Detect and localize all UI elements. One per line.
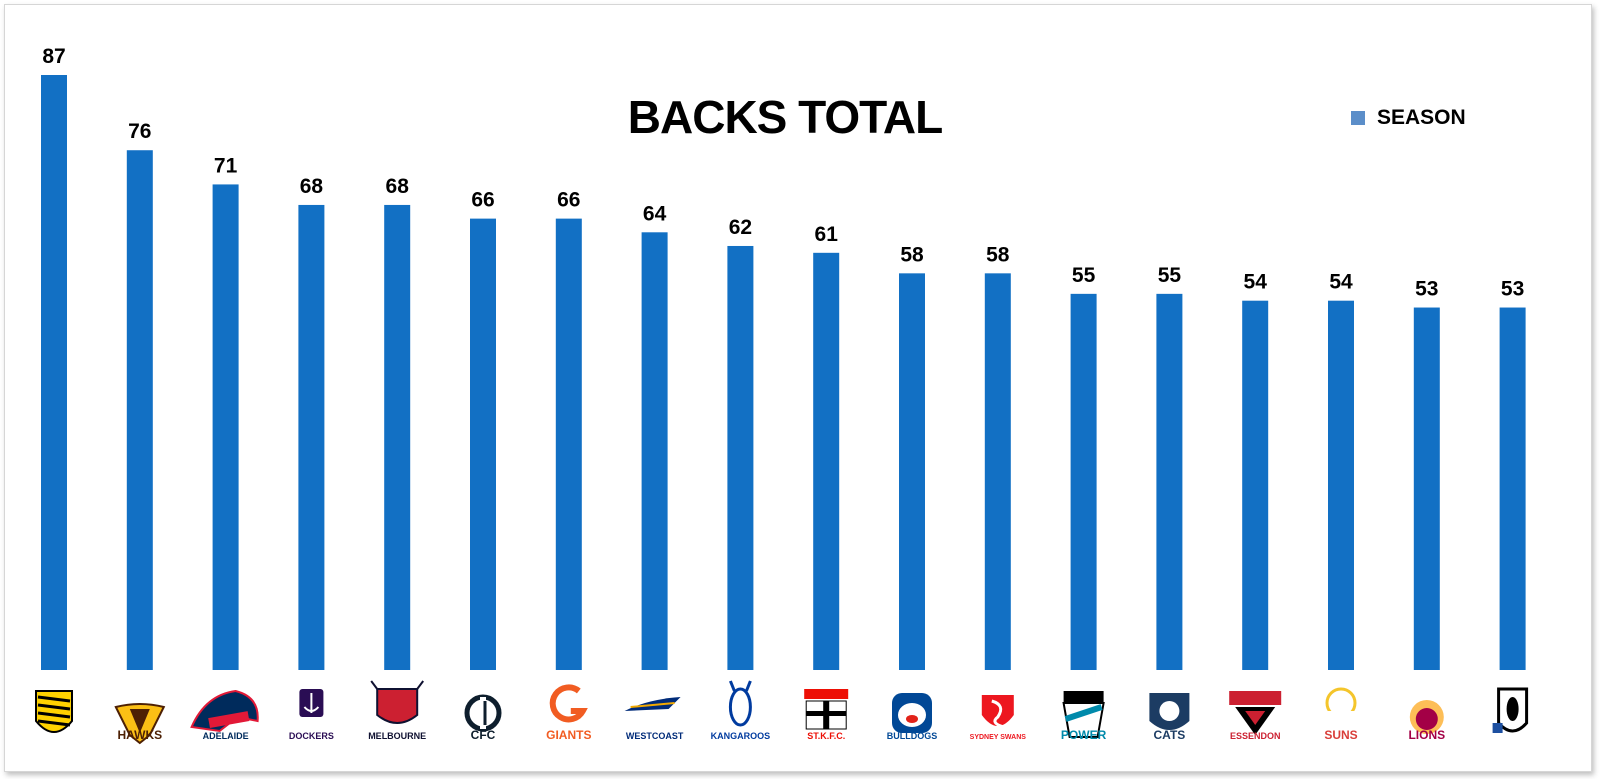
anchor-logo: DOCKERS bbox=[289, 689, 334, 741]
logo-text-adelaide: ADELAIDE bbox=[203, 731, 249, 741]
logo-text-west-coast: WESTCOAST bbox=[626, 731, 684, 741]
bar-chart: 87 76 71 68 68 66 66 64 62 61 58 58 55 55 54 54 53 53 HAW… bbox=[35, 45, 1529, 745]
bar-gold-coast bbox=[1328, 300, 1354, 670]
cross-logo: ST.K.F.C. bbox=[804, 689, 849, 741]
bar-west-coast bbox=[641, 232, 668, 671]
value-label-st-kilda: 61 bbox=[815, 223, 839, 246]
chart-title: BACKS TOTAL bbox=[628, 91, 942, 143]
bar-carlton bbox=[470, 218, 496, 670]
value-label-adelaide: 71 bbox=[214, 154, 238, 177]
value-label-collingwood: 53 bbox=[1501, 278, 1524, 301]
logo-text-north-melbourne: KANGAROOS bbox=[711, 731, 771, 741]
value-label-hawthorn: 76 bbox=[128, 120, 151, 143]
value-label-port-adelaide: 55 bbox=[1072, 264, 1096, 287]
bar-sydney bbox=[984, 273, 1011, 670]
bar-adelaide bbox=[212, 184, 239, 670]
bar-gws-giants bbox=[555, 218, 582, 670]
bulldog-logo: BULLDOGS bbox=[887, 693, 938, 741]
logo-text-hawthorn: HAWKS bbox=[117, 728, 162, 742]
legend-label: SEASON bbox=[1377, 106, 1466, 129]
lion-logo: LIONS bbox=[1408, 700, 1445, 742]
value-label-brisbane: 53 bbox=[1415, 278, 1438, 301]
bars-group bbox=[41, 75, 1526, 671]
swan-logo: SYDNEY SWANS bbox=[970, 695, 1027, 741]
logo-text-gws-giants: GIANTS bbox=[546, 728, 591, 742]
bar-geelong bbox=[1156, 293, 1183, 670]
legend-swatch bbox=[1351, 111, 1365, 125]
bar-fremantle bbox=[298, 204, 325, 670]
g-logo: GIANTS bbox=[546, 684, 591, 742]
logo-text-western-bulldogs: BULLDOGS bbox=[887, 731, 938, 741]
logo-text-brisbane: LIONS bbox=[1408, 728, 1445, 742]
tiger-logo bbox=[35, 690, 73, 733]
bar-richmond bbox=[41, 75, 67, 670]
logo-text-carlton: CFC bbox=[471, 728, 496, 742]
value-label-gold-coast: 54 bbox=[1329, 271, 1353, 294]
sun-logo: SUNS bbox=[1313, 687, 1369, 742]
value-label-essendon: 54 bbox=[1244, 271, 1268, 294]
value-label-melbourne: 68 bbox=[386, 175, 410, 198]
magpie-logo bbox=[1492, 687, 1529, 733]
bar-essendon bbox=[1242, 300, 1269, 670]
value-label-carlton: 66 bbox=[471, 189, 494, 212]
logo-text-gold-coast: SUNS bbox=[1324, 728, 1357, 742]
logo-text-st-kilda: ST.K.F.C. bbox=[807, 731, 845, 741]
kangaroo-logo: KANGAROOS bbox=[711, 680, 771, 741]
power-logo: POWER bbox=[1061, 691, 1107, 742]
value-label-west-coast: 64 bbox=[643, 202, 667, 225]
logo-text-sydney: SYDNEY SWANS bbox=[970, 734, 1027, 741]
team-logos-group: HAWKS ADELAIDE DOCKERS MELBOURNE CFC GIANTS WE… bbox=[35, 680, 1529, 745]
legend: SEASON bbox=[1351, 106, 1466, 129]
monogram-logo: CFC bbox=[464, 694, 502, 742]
bar-brisbane bbox=[1413, 307, 1440, 670]
crow-logo: ADELAIDE bbox=[190, 689, 259, 741]
bar-western-bulldogs bbox=[899, 273, 925, 670]
value-label-sydney: 58 bbox=[986, 243, 1010, 266]
bar-collingwood bbox=[1499, 307, 1526, 670]
demon-logo: MELBOURNE bbox=[368, 680, 426, 741]
bar-hawthorn bbox=[126, 150, 153, 671]
value-label-gws-giants: 66 bbox=[557, 189, 580, 212]
bar-port-adelaide bbox=[1070, 293, 1097, 670]
eagle-logo: WESTCOAST bbox=[624, 697, 684, 741]
hawk-logo: HAWKS bbox=[114, 703, 166, 745]
logo-text-geelong: CATS bbox=[1154, 728, 1186, 742]
bar-st-kilda bbox=[813, 252, 840, 670]
value-label-fremantle: 68 bbox=[300, 175, 324, 198]
value-label-richmond: 87 bbox=[42, 45, 65, 68]
value-label-western-bulldogs: 58 bbox=[900, 243, 924, 266]
logo-text-melbourne: MELBOURNE bbox=[368, 731, 426, 741]
logo-text-port-adelaide: POWER bbox=[1061, 728, 1107, 742]
value-labels-group: 87 76 71 68 68 66 66 64 62 61 58 58 55 55 54 54 53 53 bbox=[42, 45, 1524, 301]
logo-text-essendon: ESSENDON bbox=[1230, 731, 1281, 741]
bomber-logo: ESSENDON bbox=[1229, 691, 1282, 741]
bar-melbourne bbox=[384, 204, 411, 670]
chart-frame: 87 76 71 68 68 66 66 64 62 61 58 58 55 55 54 54 53 53 HAW… bbox=[4, 4, 1592, 772]
logo-text-fremantle: DOCKERS bbox=[289, 731, 334, 741]
value-label-north-melbourne: 62 bbox=[729, 216, 752, 239]
value-label-geelong: 55 bbox=[1158, 264, 1182, 287]
bar-north-melbourne bbox=[727, 245, 754, 671]
cat-logo: CATS bbox=[1149, 693, 1190, 742]
